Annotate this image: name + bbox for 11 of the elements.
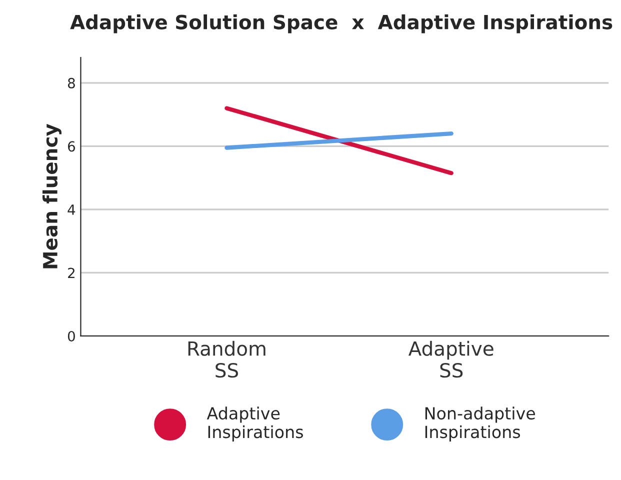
y-tick-label: 8: [68, 78, 75, 88]
y-tick-label: 6: [68, 141, 75, 152]
x-tick-label: Random SS: [188, 340, 266, 378]
y-tick-label: 4: [68, 204, 76, 215]
chart-title: Adaptive Solution Space x Adaptive Inspirations: [70, 14, 612, 34]
legend-label: Adaptive Inspirations: [206, 406, 303, 442]
legend-label: Non-adaptive Inspirations: [425, 406, 536, 442]
y-tick-label: 2: [68, 268, 74, 278]
x-tick-label: Adaptive SS: [408, 340, 494, 378]
y-tick-label: 0: [68, 330, 75, 342]
y-axis-title: Mean fluency: [42, 124, 62, 268]
